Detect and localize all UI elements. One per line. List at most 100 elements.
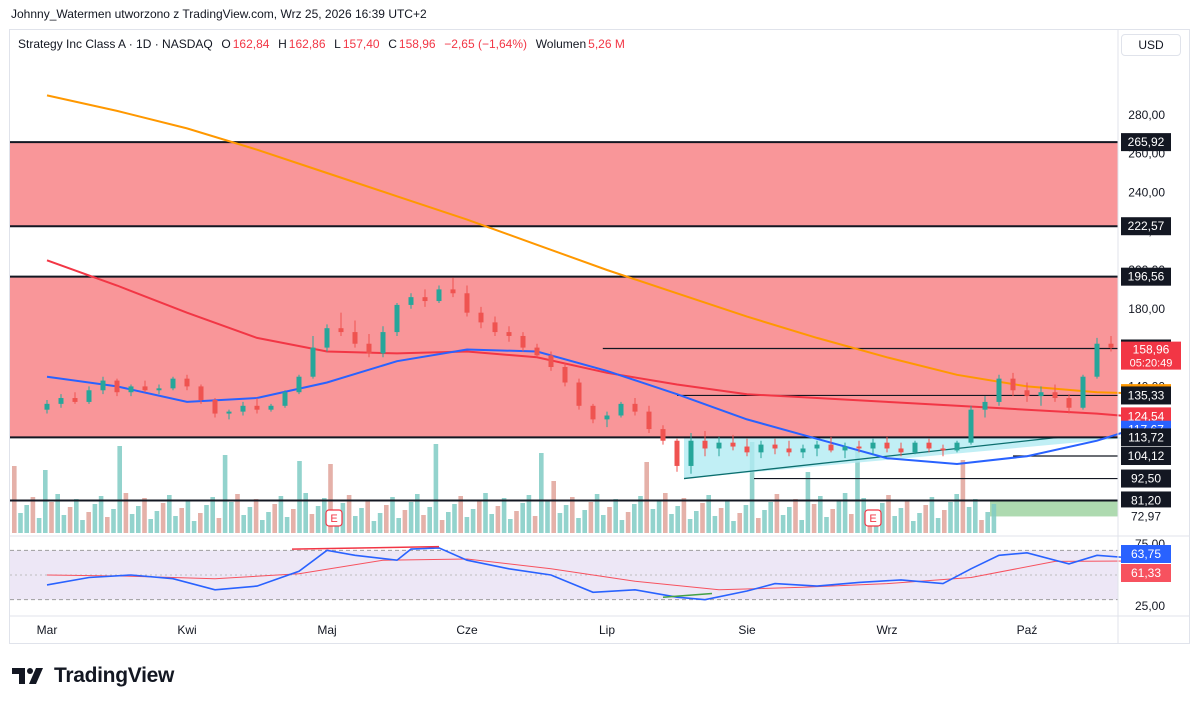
volume-bar (638, 496, 643, 533)
volume-bar (991, 504, 997, 533)
volume-bar (948, 502, 953, 533)
volume-bar (985, 512, 990, 533)
volume-bar (501, 498, 507, 533)
candle-body (198, 386, 204, 400)
volume-bar (427, 507, 432, 533)
price-level-tag: 222,57 (1121, 217, 1171, 236)
price-level-tag: 92,50 (1121, 469, 1171, 488)
candle-body (1038, 392, 1044, 397)
price-tag-text: 72,97 (1131, 509, 1161, 523)
volume-bar (576, 518, 581, 533)
price-tag-box (1121, 267, 1171, 286)
candles (44, 277, 1128, 474)
rsi-tag-text: 63,75 (1131, 547, 1161, 561)
last-price-box (1121, 341, 1181, 370)
volume-bar (24, 505, 29, 533)
legend-low-label: L (334, 37, 341, 51)
time-axis-tick: Sie (738, 623, 756, 637)
earnings-marker: E (325, 509, 343, 527)
volume-bar (557, 513, 563, 533)
candle-body (520, 335, 526, 348)
price-tag-box (1121, 386, 1171, 405)
volume-bar (892, 516, 897, 533)
candle-body (170, 378, 176, 389)
time-axis-tick: Cze (456, 623, 478, 637)
currency-button[interactable]: USD (1121, 34, 1181, 56)
candle-body (492, 322, 498, 333)
earnings-marker: E (864, 509, 882, 527)
volume-bar (105, 517, 110, 533)
volume-bar (489, 514, 494, 533)
candle-body (898, 448, 904, 453)
volume-bar (61, 515, 67, 533)
volume-bar (303, 493, 308, 533)
legend-change: −2,65 (−1,64%) (444, 37, 528, 51)
candle-body (296, 376, 302, 393)
candle-body (114, 380, 120, 393)
volume-bar (173, 516, 178, 533)
volume-bar (526, 495, 532, 533)
candle-body (240, 405, 246, 412)
price-level-tag: 135,33 (1121, 386, 1171, 405)
support-zone (990, 500, 1118, 517)
candle-body (590, 405, 596, 420)
volume-bar (98, 496, 104, 533)
earnings-badge (325, 509, 343, 527)
candle-body (184, 378, 190, 387)
volume-bar (160, 503, 166, 533)
volume-bar (216, 518, 222, 533)
volume-bar (241, 515, 246, 533)
rsi-ma-line (46, 558, 1133, 591)
price-level-tag: 81,20 (1121, 491, 1171, 510)
volume-bar (185, 500, 191, 533)
time-axis-tick: Kwi (177, 623, 196, 637)
earnings-badge (864, 509, 882, 527)
candle-body (562, 367, 568, 383)
volume-bar (229, 502, 234, 533)
candle-body (254, 405, 260, 410)
volume-bar (142, 498, 147, 533)
candle-body (380, 332, 386, 354)
volume-bar (687, 519, 693, 533)
volume-bar (842, 493, 848, 533)
volume-bar (495, 506, 501, 533)
volume-bar (824, 517, 829, 533)
volume-bar (247, 507, 253, 533)
rsi-band (10, 550, 1118, 600)
candle-body (968, 409, 974, 443)
volume-bar (694, 511, 699, 533)
candle-body (310, 347, 316, 377)
volume-bar (532, 516, 538, 533)
legend-volume-label: Wolumen (535, 37, 587, 51)
candle-body (268, 405, 274, 410)
volume-bar (917, 513, 922, 533)
volume-bar (787, 507, 792, 533)
price-tag-box (1121, 428, 1171, 447)
volume-bar (154, 511, 160, 533)
volume-bar (861, 498, 866, 533)
tradingview-wordmark: TradingView (54, 664, 175, 687)
rsi-value-tag: 61,33 (1121, 564, 1171, 582)
candle-body (828, 444, 834, 451)
candle-body (996, 378, 1002, 402)
candle-body (702, 440, 708, 449)
volume-bar (340, 503, 346, 533)
legend-close-label: C (388, 37, 397, 51)
volume-bar (712, 516, 718, 533)
volume-bar (458, 496, 463, 533)
volume-bar (18, 513, 23, 533)
candle-body (142, 386, 148, 391)
volume-bar (582, 510, 587, 533)
time-axis-tick: Paź (1017, 623, 1038, 637)
volume-bar (601, 515, 606, 533)
time-axis-tick: Maj (317, 623, 336, 637)
volume-bar (966, 507, 972, 533)
volume-bar (768, 502, 773, 533)
price-axis-tick: 180,00 (1128, 302, 1165, 316)
price-tag-text: 113,72 (1128, 430, 1164, 444)
volume-bar (353, 516, 358, 533)
